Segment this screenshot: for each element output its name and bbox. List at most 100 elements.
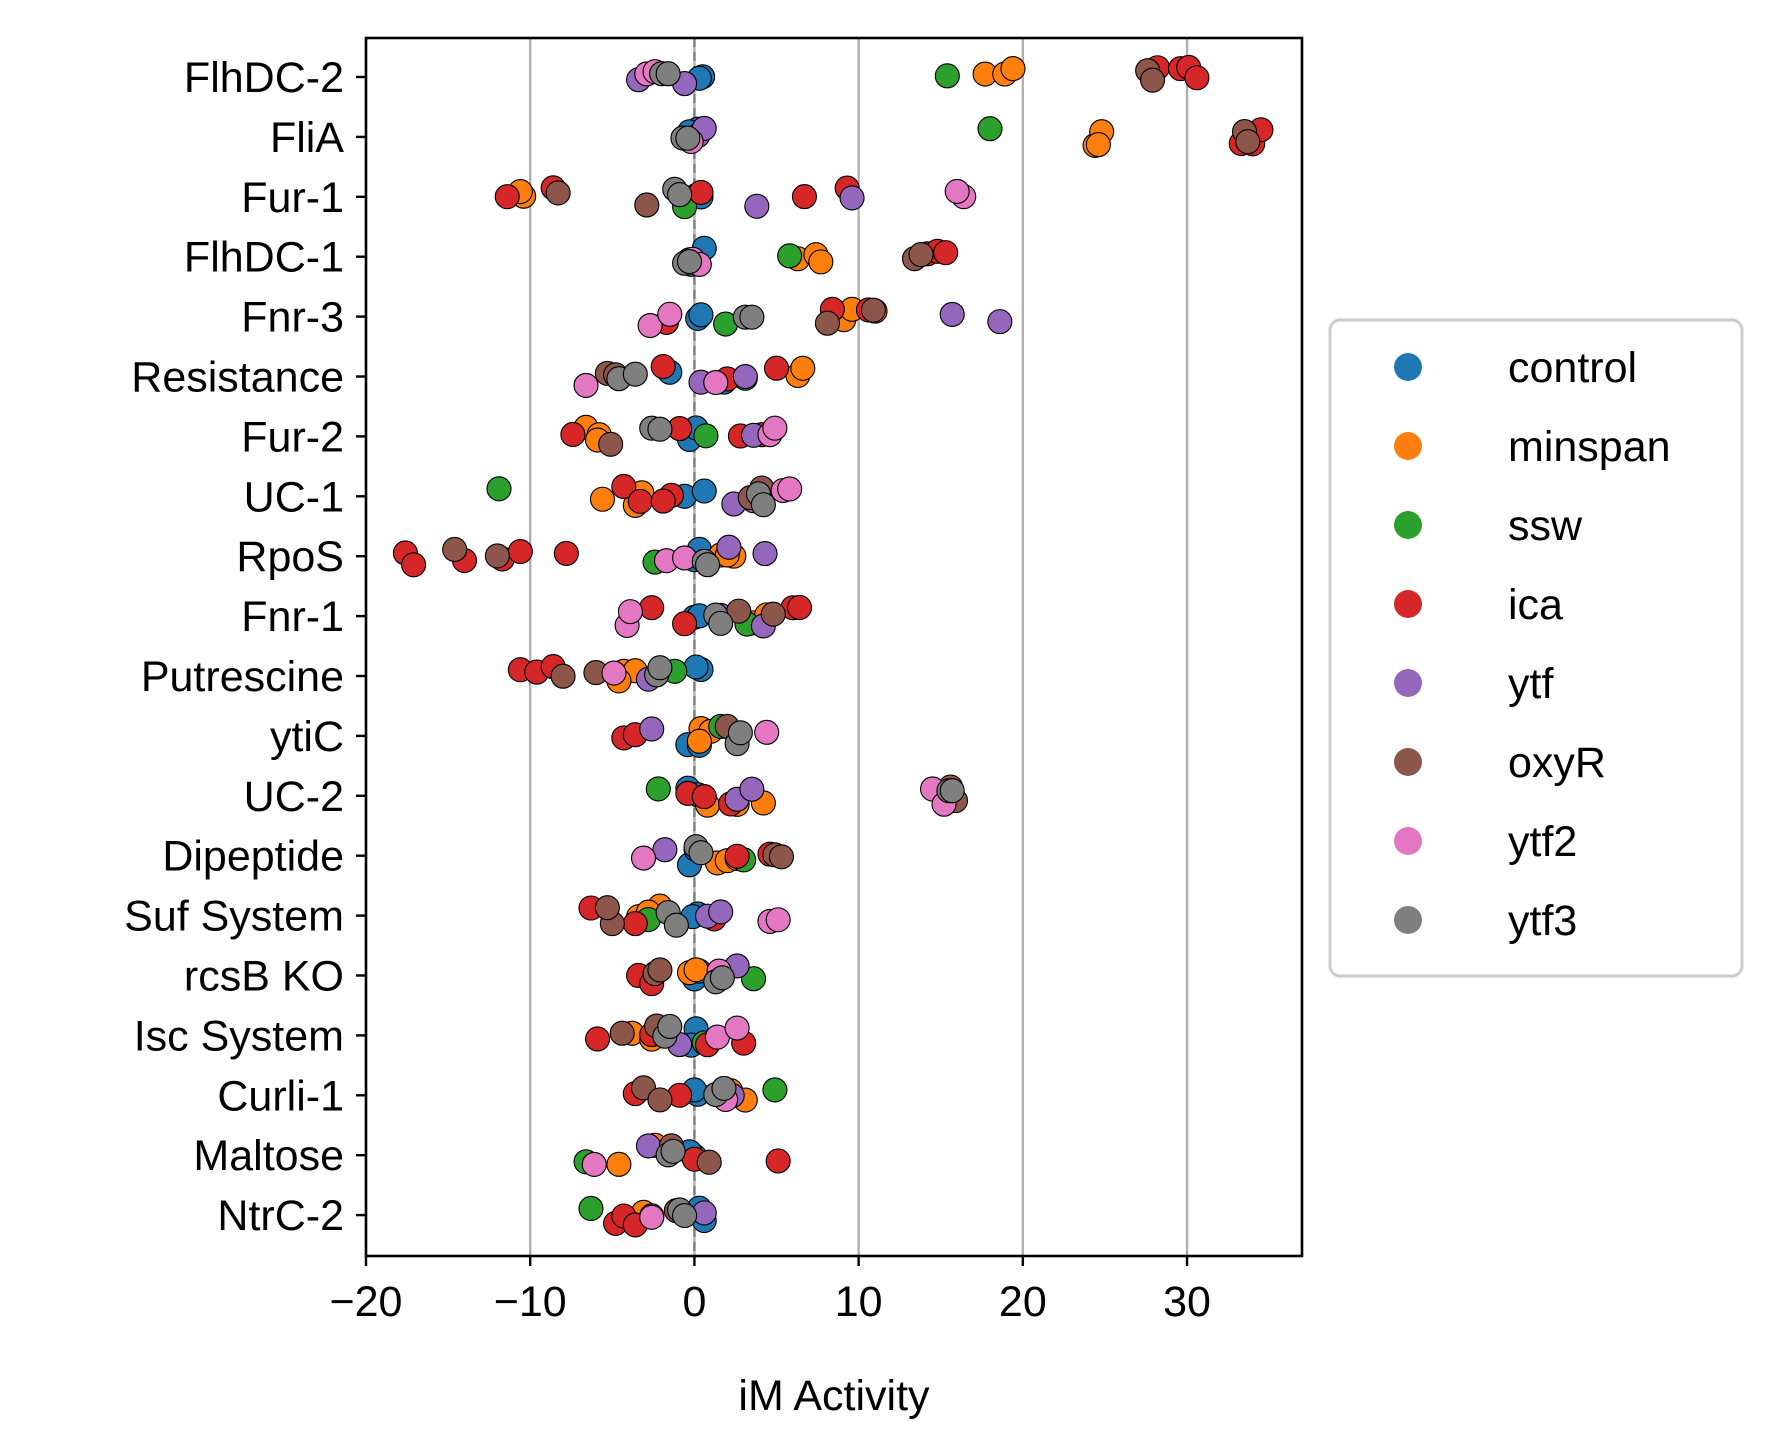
legend-marker-ica <box>1394 590 1422 618</box>
data-point-ytf3 <box>676 249 703 275</box>
legend-label-ytf3: ytf3 <box>1508 897 1577 945</box>
data-point-minspan <box>686 728 712 754</box>
grid-lines <box>529 38 1189 1256</box>
data-point-ica <box>650 353 676 380</box>
data-point-ytf3 <box>739 304 765 330</box>
data-point-oxyR <box>609 1020 635 1046</box>
data-point-ytf3 <box>688 840 714 866</box>
y-tick-label: FliA <box>270 114 344 162</box>
data-point-ica <box>724 843 750 869</box>
data-point-ytf2 <box>601 660 627 686</box>
legend-marker-ssw <box>1394 511 1422 539</box>
data-point-ytf3 <box>655 61 681 87</box>
legend-label-ica: ica <box>1508 581 1563 629</box>
data-point-oxyR <box>760 601 786 627</box>
legend-marker-ytf2 <box>1394 827 1422 855</box>
data-point-minspan <box>589 486 616 512</box>
data-point-minspan <box>808 249 834 275</box>
data-point-ytf2 <box>724 1015 750 1041</box>
data-point-ytf2 <box>762 415 788 441</box>
data-point-ytf3 <box>675 125 701 151</box>
y-tick-label: Suf System <box>124 893 344 941</box>
data-point-ssw <box>693 423 719 449</box>
data-point-oxyR <box>634 192 660 218</box>
data-point-oxyR <box>545 180 571 206</box>
data-point-ytf2 <box>657 301 683 327</box>
y-tick-label: Fur-2 <box>241 413 344 461</box>
data-point-minspan <box>606 1151 632 1177</box>
data-point-ica <box>672 611 698 637</box>
data-point-ytf3 <box>672 1202 698 1229</box>
data-point-ica <box>791 184 817 210</box>
legend-frame <box>1328 318 1744 978</box>
data-point-oxyR <box>594 895 620 921</box>
legend-label-ssw: ssw <box>1508 502 1583 550</box>
data-point-ytf3 <box>663 912 689 938</box>
data-point-ytf3 <box>750 492 776 518</box>
data-point-ytf <box>939 301 965 327</box>
data-point-ica <box>622 911 648 937</box>
data-point-ytf2 <box>617 599 643 625</box>
data-point-ytf2 <box>754 719 780 745</box>
y-tick-label: Fur-1 <box>241 174 344 222</box>
y-tick-label: UC-2 <box>244 773 344 821</box>
data-point-control <box>683 654 709 680</box>
data-point-ytf3 <box>622 361 648 387</box>
data-point-ytf <box>732 363 758 390</box>
data-point-ssw <box>486 476 512 502</box>
x-tick-label: 10 <box>835 1278 883 1326</box>
y-tick-label: RpoS <box>236 533 344 581</box>
data-point-ytf <box>716 534 742 560</box>
y-tick-label: Curli-1 <box>217 1072 344 1120</box>
data-point-minspan <box>1000 56 1026 82</box>
data-point-ytf3 <box>660 1138 686 1164</box>
legend-marker-control <box>1394 353 1422 381</box>
data-point-oxyR <box>908 242 934 268</box>
data-point-ica <box>765 1148 791 1174</box>
y-tick-label: UC-1 <box>244 473 344 521</box>
data-point-ytf2 <box>573 372 599 398</box>
data-point-ica <box>401 552 427 578</box>
data-point-ica <box>691 784 717 810</box>
legend-label-ytf2: ytf2 <box>1508 818 1577 866</box>
data-point-oxyR <box>442 536 468 563</box>
data-point-ica <box>639 595 665 621</box>
data-point-oxyR <box>696 1149 722 1175</box>
legend-label-ytf: ytf <box>1508 660 1554 708</box>
y-tick-label: Fnr-3 <box>241 294 344 342</box>
data-point-ytf <box>744 193 770 219</box>
data-point-ytf3 <box>708 610 734 636</box>
data-point-ica <box>933 240 959 266</box>
data-point-ica <box>611 473 637 500</box>
data-point-ssw <box>578 1195 604 1222</box>
data-point-ytf3 <box>647 416 673 442</box>
data-point-ica <box>763 355 790 381</box>
data-point-control <box>688 302 714 328</box>
y-tick-label: FlhDC-1 <box>184 234 344 282</box>
data-point-ica <box>786 594 813 621</box>
data-point-ytf3 <box>711 1075 737 1101</box>
data-point-ica <box>584 1026 611 1052</box>
legend-marker-ytf3 <box>1394 906 1422 934</box>
data-point-control <box>691 478 717 504</box>
data-point-ytf3 <box>727 720 753 746</box>
data-point-ssw <box>762 1077 788 1103</box>
data-point-ytf2 <box>630 845 657 871</box>
data-point-ssw <box>777 243 803 269</box>
data-point-ytf <box>739 776 765 802</box>
legend-label-control: control <box>1508 344 1637 392</box>
data-point-ssw <box>645 776 671 802</box>
data-point-ica <box>650 488 676 514</box>
legend: control minspan ssw ica ytf oxyR ytf2 ytf3 <box>1328 318 1744 978</box>
data-point-ica <box>553 540 579 566</box>
data-point-ytf2 <box>637 313 663 339</box>
data-point-ytf3 <box>667 182 693 208</box>
data-point-ssw <box>934 63 960 89</box>
data-point-ssw <box>977 116 1003 142</box>
x-tick-label: 0 <box>682 1278 706 1326</box>
y-tick-label: NtrC-2 <box>217 1192 344 1240</box>
data-point-ytf <box>752 541 778 567</box>
y-tick-label: Maltose <box>193 1132 344 1180</box>
x-tick-label: −10 <box>494 1278 567 1326</box>
